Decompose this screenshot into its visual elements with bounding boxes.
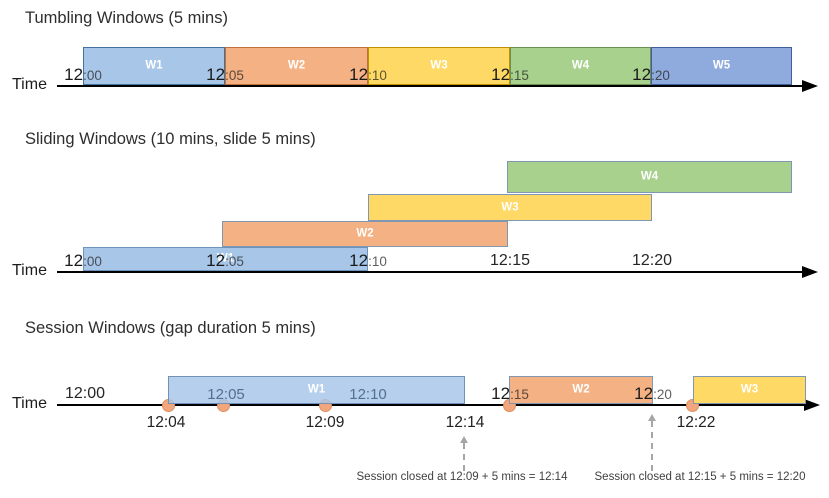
window-label: W2 — [287, 59, 306, 72]
timeline — [57, 85, 804, 87]
window-label: W3 — [430, 59, 448, 72]
window-box-w5 — [651, 47, 792, 85]
window-label: W5 — [712, 59, 731, 72]
callout-arrow-icon — [648, 414, 656, 421]
callout-arrow-line — [651, 421, 653, 471]
time-axis-label: Time — [12, 76, 47, 93]
timeline — [57, 271, 804, 273]
window-label: W1 — [145, 59, 163, 72]
tick-minutes: :15 — [510, 68, 529, 83]
tick-minutes: :05 — [225, 254, 244, 269]
window-label: W3 — [740, 383, 759, 396]
tick-hour: 12 — [632, 65, 652, 84]
tick-hour: 12 — [64, 251, 84, 270]
window-label: W3 — [501, 200, 519, 213]
timeline-arrow-icon — [804, 399, 820, 411]
window-label: W2 — [572, 383, 590, 396]
window-label: W2 — [356, 227, 374, 240]
tick-minutes: :00 — [83, 68, 102, 83]
tick-hour: 12 — [491, 384, 511, 403]
tick-minutes: :10 — [368, 68, 387, 83]
window-box-w3 — [368, 47, 510, 85]
window-box-w4 — [507, 161, 792, 193]
tick-hour: 12 — [491, 65, 511, 84]
tick-label: 12:10 — [349, 252, 387, 270]
section-title-session: Session Windows (gap duration 5 mins) — [25, 319, 316, 337]
tick-minutes: :15 — [510, 387, 529, 402]
tick-label: 12:15 — [489, 252, 531, 269]
window-box-w2 — [509, 376, 653, 404]
time-axis-label: Time — [12, 395, 47, 412]
timeline-arrow-icon — [802, 266, 818, 278]
window-box-w1 — [83, 47, 225, 85]
tick-hour: 12 — [206, 65, 226, 84]
tick-minutes: :05 — [225, 68, 244, 83]
tick-label: 12:05 — [207, 386, 245, 403]
window-label: W1 — [307, 383, 326, 396]
window-label: W4 — [640, 170, 659, 183]
tick-label: 12:20 — [632, 66, 670, 84]
tick-label: 12:15 — [491, 66, 529, 84]
event-time-label: 12:09 — [305, 414, 345, 431]
window-box-w3 — [368, 194, 652, 221]
tick-hour: 12 — [349, 251, 369, 270]
window-box-w1 — [83, 247, 368, 271]
section-title-sliding: Sliding Windows (10 mins, slide 5 mins) — [25, 130, 316, 148]
window-box-w2 — [225, 47, 368, 85]
timeline — [57, 404, 806, 406]
window-box-w2 — [222, 221, 508, 247]
event-time-label: 12:22 — [676, 414, 716, 431]
tick-label: 12:15 — [491, 385, 529, 403]
tick-label: 12:10 — [349, 386, 387, 403]
callout-text: Session closed at 12:09 + 5 mins = 12:14 — [356, 471, 568, 483]
tick-hour: 12 — [634, 384, 654, 403]
window-label: W4 — [571, 59, 590, 72]
tick-hour: 12 — [349, 65, 369, 84]
tick-minutes: :20 — [653, 387, 672, 402]
tick-label: 12:05 — [206, 66, 244, 84]
tick-hour: 12 — [206, 251, 226, 270]
time-axis-label: Time — [12, 262, 47, 279]
window-label: W1 — [216, 252, 235, 265]
timeline-arrow-icon — [802, 80, 818, 92]
tick-minutes: :20 — [651, 68, 670, 83]
callout-arrow-icon — [460, 436, 468, 443]
window-box-w1 — [168, 376, 465, 404]
tick-label: 12:20 — [631, 252, 673, 269]
tick-label: 12:10 — [349, 66, 387, 84]
callout-text: Session closed at 12:15 + 5 mins = 12:20 — [594, 471, 806, 483]
section-title-tumbling: Tumbling Windows (5 mins) — [25, 9, 228, 27]
event-time-label: 12:04 — [146, 414, 186, 431]
tick-label: 12:20 — [634, 385, 672, 403]
event-time-label: 12:14 — [445, 414, 485, 431]
tick-label: 12:05 — [206, 252, 244, 270]
callout-arrow-line — [463, 443, 465, 471]
tick-label: 12:00 — [64, 252, 102, 270]
tick-hour: 12 — [64, 65, 84, 84]
tick-minutes: :00 — [83, 254, 102, 269]
tick-label: 12:00 — [64, 385, 106, 402]
window-box-w4 — [510, 47, 651, 85]
tick-label: 12:00 — [64, 66, 102, 84]
window-box-w3 — [693, 376, 806, 404]
tick-minutes: :10 — [368, 254, 387, 269]
